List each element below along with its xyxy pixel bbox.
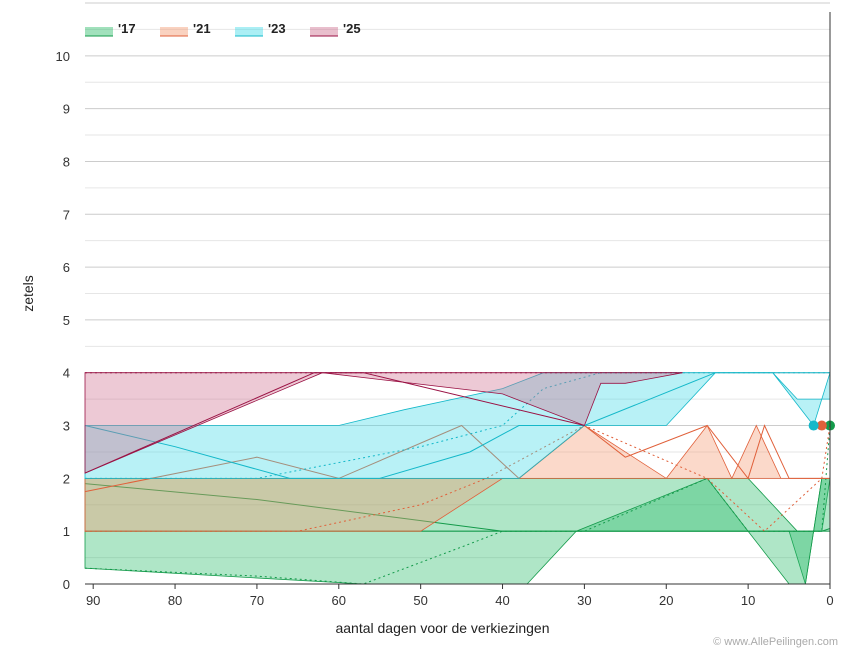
series-line [84,483,831,532]
y-tick-label: 2 [63,471,70,486]
series-3 [84,372,683,474]
y-tick-label: 4 [63,366,70,381]
x-tick-label: 20 [659,593,673,608]
y-tick-label: 6 [63,260,70,275]
y-tick-label: 9 [63,102,70,117]
y-tick-label: 3 [63,419,70,434]
series-line [84,425,831,585]
x-tick-label: 0 [826,593,833,608]
series-point [816,420,827,431]
x-tick-label: 40 [495,593,509,608]
series-2 [84,372,831,479]
x-axis-title: aantal dagen voor de verkiezingen [335,620,549,636]
x-tick-label: 50 [413,593,427,608]
x-tick-label: 30 [577,593,591,608]
y-tick-label: 0 [63,577,70,592]
legend-swatch [310,27,338,36]
x-tick-label: 10 [741,593,755,608]
series-line [84,372,830,479]
y-tick-label: 7 [63,207,70,222]
legend-label: '25 [343,21,361,36]
y-tick-label: 10 [56,49,70,64]
series-point [808,420,819,431]
x-tick-label: 90 [86,593,100,608]
y-axis-title: zetels [20,275,36,312]
legend-label: '21 [193,21,211,36]
y-tick-label: 5 [63,313,70,328]
series-line [84,424,830,493]
x-tick-label: 80 [168,593,182,608]
legend: '17 '21 '23 '25 [85,21,361,37]
y-tick-label: 1 [63,524,70,539]
y-tick-label: 8 [63,154,70,169]
legend-label: '17 [118,21,136,36]
credit-text: © www.AllePeilingen.com [713,636,838,648]
x-tick-label: 70 [250,593,264,608]
x-tick-label: 60 [332,593,346,608]
legend-swatch [85,27,113,36]
legend-label: '23 [268,21,286,36]
legend-swatch [235,27,263,36]
series-line [84,372,585,474]
legend-swatch [160,27,188,36]
series-line [85,372,830,479]
